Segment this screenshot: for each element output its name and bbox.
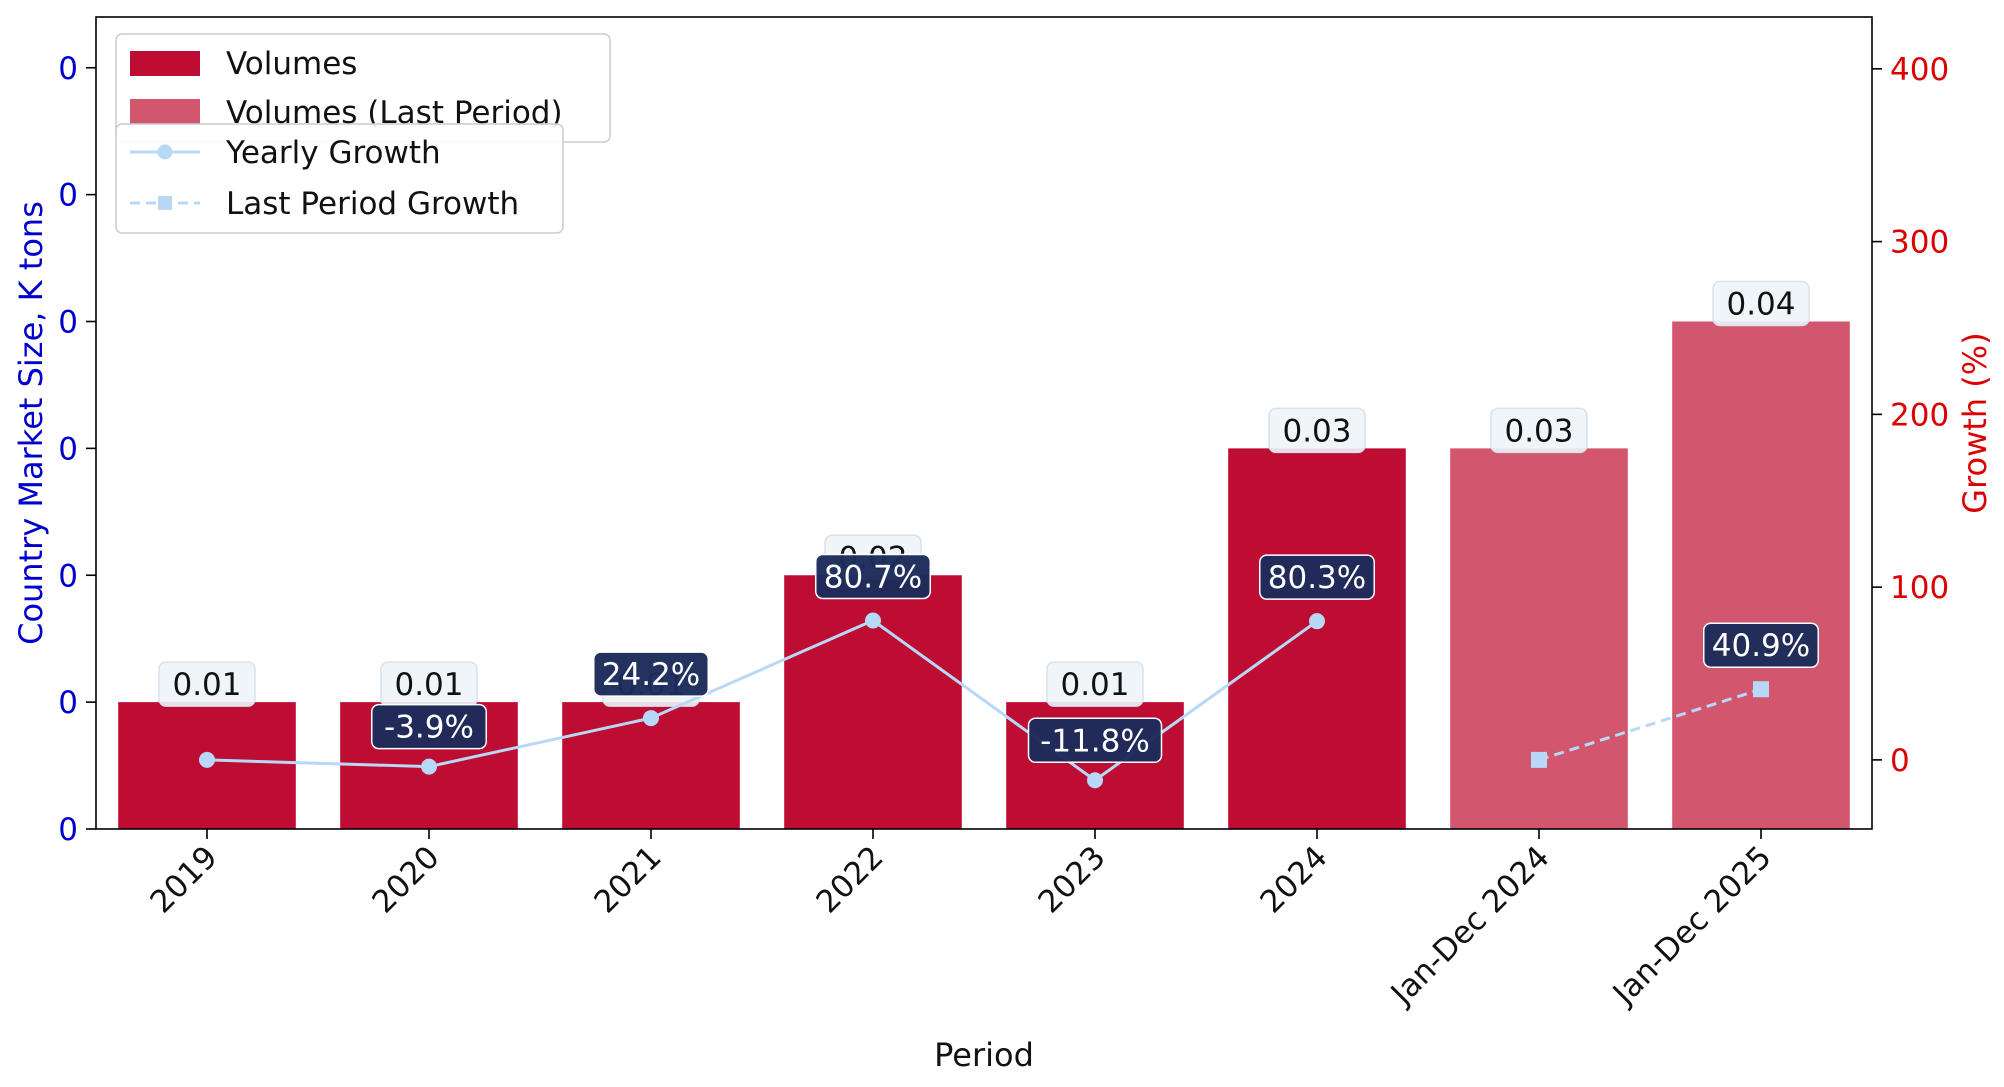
bar-label-4-box bbox=[1046, 661, 1144, 707]
growth-label-y-2-box bbox=[593, 651, 709, 697]
x-tick-label-5: 2024 bbox=[1253, 839, 1334, 920]
x-tick-label-6: Jan-Dec 2024 bbox=[1383, 839, 1557, 1013]
legend-label-yearly-growth: Yearly Growth bbox=[225, 135, 441, 171]
bar-volumes-last-period-7 bbox=[1672, 321, 1850, 829]
legend-lines-box bbox=[115, 123, 564, 234]
yearly-growth-point-3 bbox=[865, 612, 881, 629]
left-tick-label-0: 0 bbox=[58, 812, 78, 848]
left-tick-label-4: 0 bbox=[58, 305, 78, 341]
bar-label-7: 0.04 bbox=[1712, 280, 1810, 327]
bar-label-0: 0.01 bbox=[158, 661, 256, 707]
growth-label-y-1-text: -3.9% bbox=[384, 710, 474, 746]
yearly-growth-point-1 bbox=[421, 758, 437, 775]
right-axis: 0 100 200 300 400 bbox=[1872, 52, 1949, 779]
bar-label-7-text: 0.04 bbox=[1726, 287, 1795, 323]
left-tick-label-1: 0 bbox=[58, 685, 78, 721]
growth-label-y-1: -3.9% bbox=[371, 703, 487, 750]
bar-label-5-text: 0.03 bbox=[1282, 413, 1351, 449]
bar-label-0-box bbox=[158, 661, 256, 707]
x-tick-label-3: 2022 bbox=[809, 839, 890, 920]
growth-label-y-5-box bbox=[1259, 554, 1375, 600]
growth-label-y-5-text: 80.3% bbox=[1268, 560, 1366, 596]
bar-label-7-box bbox=[1712, 280, 1810, 327]
bar-label-5: 0.03 bbox=[1268, 407, 1366, 454]
legend-lines: Yearly Growth Last Period Growth bbox=[115, 123, 564, 234]
growth-label-y-4-box bbox=[1027, 717, 1163, 764]
bar-label-1-text: 0.01 bbox=[394, 667, 463, 703]
bars-layer bbox=[118, 321, 1850, 829]
right-axis-title: Growth (%) bbox=[1956, 332, 1994, 513]
x-tick-label-0: 2019 bbox=[143, 839, 224, 920]
bar-volumes-last-period-6 bbox=[1450, 448, 1628, 829]
x-tick-label-1: 2020 bbox=[365, 839, 446, 920]
growth-label-y-2-text: 24.2% bbox=[602, 657, 700, 693]
right-tick-label-2: 200 bbox=[1890, 397, 1949, 433]
bar-volumes-5 bbox=[1228, 448, 1406, 829]
growth-label-lp-7-text: 40.9% bbox=[1712, 628, 1810, 664]
legend-label-volumes: Volumes bbox=[226, 46, 357, 82]
left-tick-label-5: 0 bbox=[58, 178, 78, 214]
x-tick-label-4: 2023 bbox=[1031, 839, 1112, 920]
bar-label-5-box bbox=[1268, 407, 1366, 454]
legend-label-last-period-growth: Last Period Growth bbox=[226, 186, 519, 222]
last-period-growth-point-7 bbox=[1753, 681, 1769, 698]
x-tick-label-7: Jan-Dec 2025 bbox=[1605, 839, 1779, 1013]
left-axis-title: Country Market Size, K tons bbox=[12, 201, 50, 645]
bar-label-1: 0.01 bbox=[380, 661, 478, 707]
last-period-growth-line bbox=[1538, 687, 1762, 762]
left-tick-label-6: 0 bbox=[58, 51, 78, 87]
growth-label-y-1-box bbox=[371, 703, 487, 750]
legend-marker-last-period-growth bbox=[158, 196, 172, 210]
legend-marker-yearly-growth bbox=[157, 144, 173, 160]
bar-label-6: 0.03 bbox=[1490, 407, 1588, 454]
growth-label-lp-7-box bbox=[1703, 622, 1819, 668]
last-period-growth-point-6 bbox=[1531, 751, 1547, 768]
bar-label-0-text: 0.01 bbox=[172, 667, 241, 703]
yearly-growth-point-2 bbox=[643, 710, 659, 727]
growth-label-y-3: 80.7% bbox=[815, 553, 931, 600]
left-tick-label-3: 0 bbox=[58, 431, 78, 467]
yearly-growth-point-5 bbox=[1309, 613, 1325, 630]
bar-label-4-text: 0.01 bbox=[1060, 667, 1129, 703]
yearly-growth-point-4 bbox=[1087, 772, 1103, 789]
bar-label-6-box bbox=[1490, 407, 1588, 454]
left-axis: 0 0 0 0 0 0 0 bbox=[58, 51, 96, 848]
yearly-growth-point-0 bbox=[199, 751, 215, 768]
right-tick-label-0: 0 bbox=[1890, 743, 1910, 779]
left-tick-label-2: 0 bbox=[58, 558, 78, 594]
growth-label-y-2: 24.2% bbox=[593, 651, 709, 697]
x-tick-label-2: 2021 bbox=[587, 839, 668, 920]
bar-label-6-text: 0.03 bbox=[1504, 413, 1573, 449]
growth-label-y-4-text: -11.8% bbox=[1040, 723, 1150, 759]
legend-swatch-volumes bbox=[130, 51, 200, 76]
right-tick-label-1: 100 bbox=[1890, 570, 1949, 606]
right-tick-label-4: 400 bbox=[1890, 52, 1949, 88]
growth-label-lp-7: 40.9% bbox=[1703, 622, 1819, 668]
legend-swatch-volumes-last-period bbox=[130, 99, 200, 124]
growth-label-y-5: 80.3% bbox=[1259, 554, 1375, 600]
right-tick-label-3: 300 bbox=[1890, 225, 1949, 261]
plot-frame bbox=[95, 16, 1873, 830]
bar-label-4: 0.01 bbox=[1046, 661, 1144, 707]
growth-label-y-4: -11.8% bbox=[1027, 717, 1163, 764]
growth-labels-layer: -3.9% 24.2% 80.7% -11.8% 80.3% 40.9% bbox=[371, 553, 1819, 764]
x-axis: 2019 2020 2021 2022 2023 2024 Jan-Dec 2024 Jan-… bbox=[143, 829, 1779, 1013]
growth-label-y-3-box bbox=[815, 553, 931, 600]
x-axis-title: Period bbox=[934, 1036, 1034, 1074]
growth-label-y-3-text: 80.7% bbox=[824, 559, 922, 595]
